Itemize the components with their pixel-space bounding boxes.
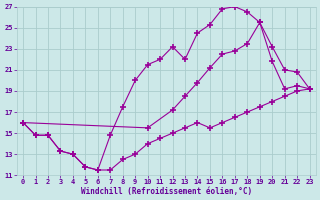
X-axis label: Windchill (Refroidissement éolien,°C): Windchill (Refroidissement éolien,°C) bbox=[81, 187, 252, 196]
